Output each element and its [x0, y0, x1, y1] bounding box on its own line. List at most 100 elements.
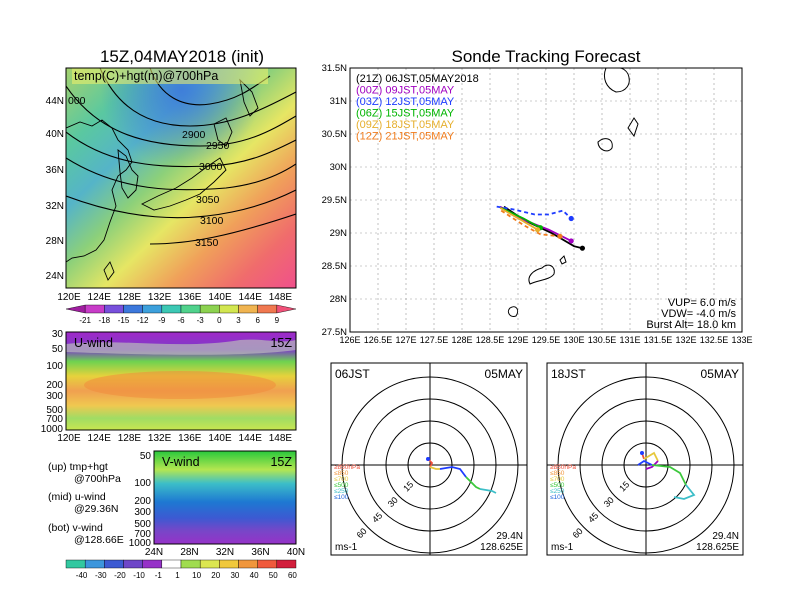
u-pressure-tick: 500 [46, 405, 63, 416]
map-lat-tick: 24N [46, 271, 64, 282]
v-wind-frame [153, 450, 297, 545]
track-lat-tick: 31.5N [322, 63, 347, 74]
track-frame [349, 67, 743, 333]
track-lat-tick: 30.5N [322, 129, 347, 140]
track-legend-entry: (09Z) 18JST,05MAY [356, 119, 455, 131]
track-burst: Burst Alt= 18.0 km [646, 319, 736, 331]
legend-mid-line1: (mid) u-wind [48, 491, 106, 503]
track-lines [496, 205, 586, 251]
track-legend-entry: (00Z) 09JST,05MAY [356, 85, 455, 97]
v-wind-fill [154, 451, 296, 544]
hodograph-level: ≤700 [550, 476, 565, 483]
map-lon-tick: 128E [118, 292, 142, 303]
u-lon-tick: 144E [239, 433, 263, 444]
map-title: 15Z,04MAY2018 (init) [100, 47, 264, 66]
u-wind-lon-axis: 120E 124E 128E 132E 136E 140E 144E 148E [57, 433, 292, 444]
wind-colorbar-swatch [180, 559, 201, 569]
v-pressure-tick: 200 [134, 496, 151, 507]
u-lon-tick: 128E [118, 433, 142, 444]
map-lat-tick: 36N [46, 165, 64, 176]
colorbar-tick: -21 [79, 316, 91, 325]
track-lon-axis: 126E 126.5E 127E 127.5E 128E 128.5E 129E 129.5E… [339, 335, 752, 345]
wind-colorbar-tick: -30 [95, 571, 107, 580]
track-series-line [500, 209, 561, 238]
colorbar-tick: 9 [275, 316, 280, 325]
map-overlay-label-bg [72, 68, 268, 84]
wind-colorbar-tick: -10 [133, 571, 145, 580]
track-legend-entry: (06Z) 15JST,05MAY [356, 108, 455, 120]
hodograph-unit: ms-1 [551, 542, 574, 553]
hodograph-time: 18JST [551, 367, 586, 381]
legend-bot-line2: @128.66E [74, 534, 124, 546]
hodograph-unit: ms-1 [335, 542, 358, 553]
temperature-colorbar: -21 -18 -15 -12 -9 -6 -3 0 3 6 9 [65, 304, 297, 325]
track-lon-tick: 126E [339, 335, 360, 345]
track-lon-tick: 127E [395, 335, 416, 345]
colorbar-swatch [123, 304, 143, 314]
track-lat-tick: 29.5N [322, 195, 347, 206]
hodograph-trace [479, 488, 497, 494]
track-lat-tick: 27.5N [322, 327, 347, 338]
panel-description-legend: (up) tmp+hgt @700hPa (mid) u-wind @29.36… [48, 461, 124, 546]
colorbar-swatch [257, 304, 278, 314]
track-vup: VUP= 6.0 m/s [668, 297, 737, 309]
contour-label-2950: 2950 [206, 140, 230, 152]
wind-colorbar-tick: 40 [250, 571, 259, 580]
contour-label-2900: 2900 [182, 129, 206, 141]
hodograph-origin-dot [640, 451, 644, 455]
track-lon-tick: 129E [507, 335, 528, 345]
track-lon-tick: 133E [731, 335, 752, 345]
track-lat-tick: 29N [330, 228, 348, 239]
u-pressure-tick: 700 [46, 414, 63, 425]
track-title: Sonde Tracking Forecast [452, 47, 641, 66]
hodograph-trace [439, 466, 467, 478]
track-legend: (21Z) 06JST,05MAY2018(00Z) 09JST,05MAY(0… [356, 73, 479, 143]
hodograph-date: 05MAY [485, 367, 523, 381]
contour-label-partial: 000 [68, 95, 86, 107]
hodograph-lat: 29.4N [712, 531, 739, 542]
v-lat-tick: 32N [216, 547, 234, 558]
hodograph-trace [651, 464, 687, 486]
track-lon-tick: 129.5E [532, 335, 561, 345]
hodograph-level: ≤100 [334, 494, 349, 501]
legend-bot-line1: (bot) v-wind [48, 522, 103, 534]
track-lon-tick: 130.5E [588, 335, 617, 345]
wind-colorbar-tick: 20 [211, 571, 220, 580]
legend-up-line2: @700hPa [74, 473, 121, 485]
wind-colorbar-swatch [276, 559, 297, 569]
u-lon-tick: 136E [178, 433, 202, 444]
hodograph-level: ≤850 [334, 470, 349, 477]
hodograph-trace [637, 459, 653, 466]
hodograph-trace [673, 484, 696, 500]
wind-colorbar-swatch [219, 559, 239, 569]
legend-mid-line2: @29.36N [74, 503, 119, 515]
colorbar-tick: 0 [217, 316, 222, 325]
colorbar-tick: -15 [118, 316, 130, 325]
hodograph-ring-label: 15 [617, 479, 631, 493]
u-pressure-tick: 1000 [41, 424, 64, 435]
temperature-height-map: 15Z,04MAY2018 (init) 000 2900 2950 3000 … [46, 47, 297, 325]
track-lat-tick: 31N [330, 96, 348, 107]
track-series-line [500, 207, 541, 229]
track-series-line [499, 207, 539, 231]
track-legend-entry: (12Z) 21JST,05MAY [356, 131, 455, 143]
hodograph-level: ≤250 [550, 488, 565, 495]
wind-colorbar: -40 -30 -20 -10 -1 1 10 20 30 40 50 60 [65, 559, 297, 580]
v-pressure-tick: 700 [134, 529, 151, 540]
track-lon-tick: 131E [619, 335, 640, 345]
legend-up-line1: (up) tmp+hgt [48, 461, 108, 473]
colorbar-swatch [219, 304, 239, 314]
colorbar-swatch [199, 304, 220, 314]
track-parameters: VUP= 6.0 m/s VDW= -4.0 m/s Burst Alt= 18… [646, 297, 736, 331]
track-vdw: VDW= -4.0 m/s [661, 308, 736, 320]
hodograph-trace [465, 476, 481, 490]
hodograph-level: ≤500 [550, 482, 565, 489]
colorbar-tick: 3 [236, 316, 241, 325]
wind-colorbar-swatch [161, 559, 182, 569]
hodograph-trace [645, 460, 659, 470]
u-wind-time: 15Z [270, 336, 292, 350]
track-grid [350, 68, 742, 332]
hodograph-level: ≥850hPa [550, 464, 576, 471]
